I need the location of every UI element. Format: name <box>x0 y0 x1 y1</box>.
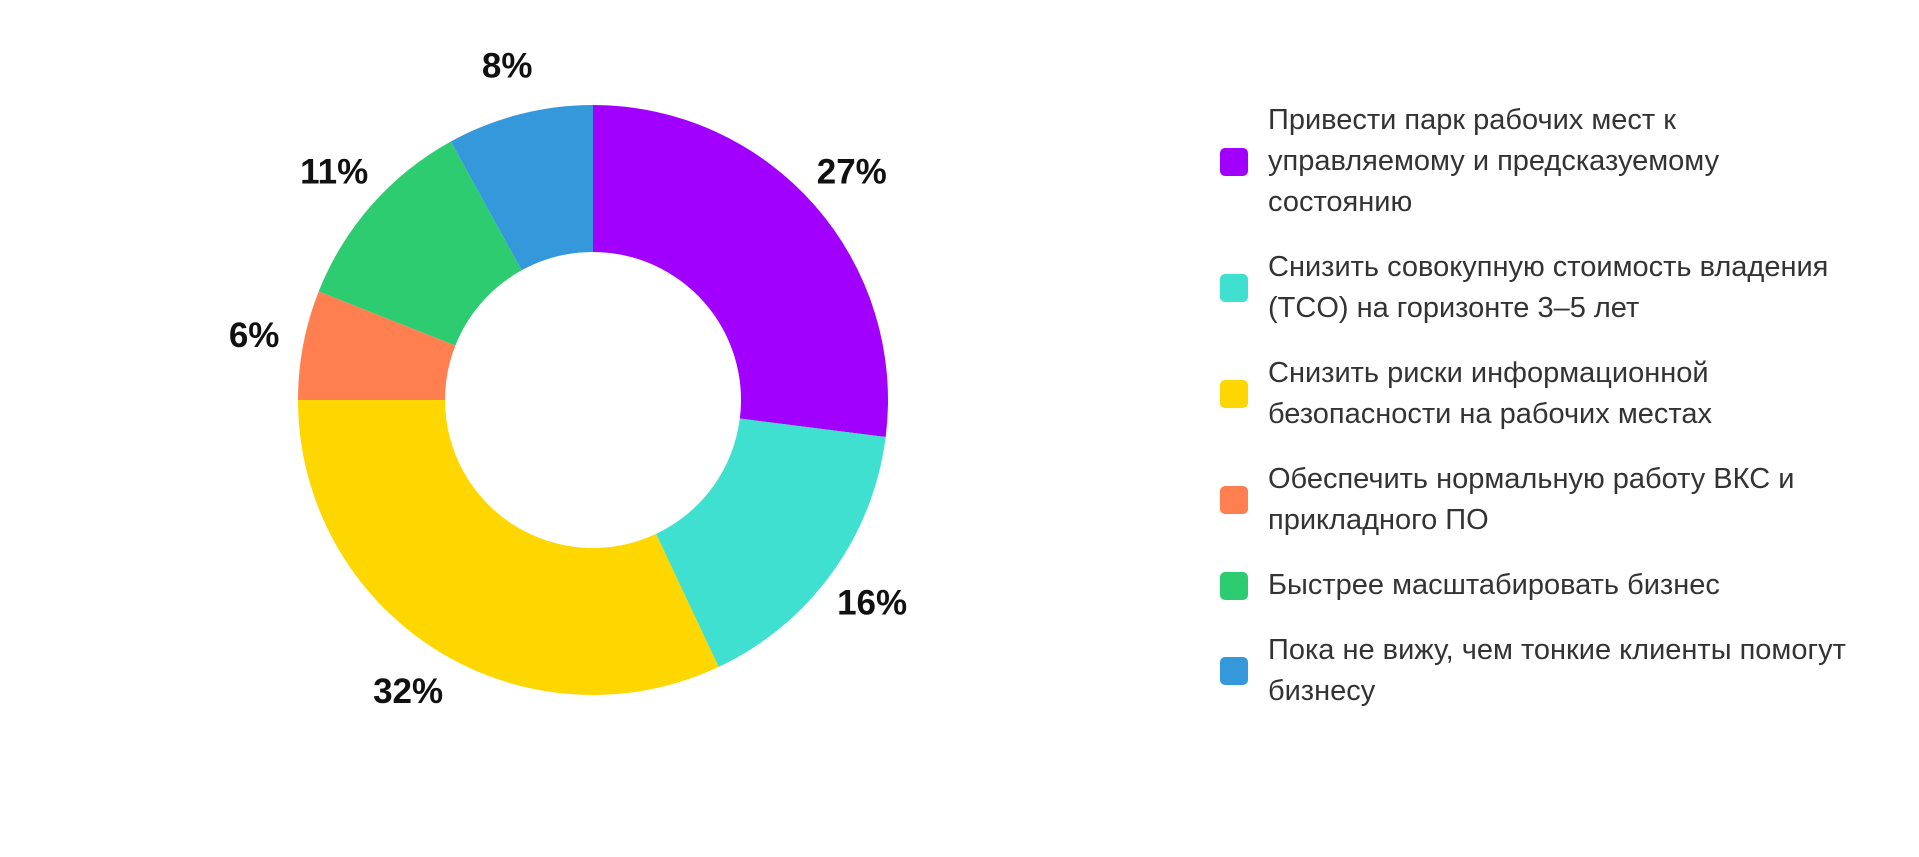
legend-label-4: Обеспечить нормальную работу ВКС и прикл… <box>1268 463 1795 536</box>
slice-value-label-2: 16% <box>837 583 907 622</box>
legend-label-1: Привести парк рабочих мест к управляемом… <box>1268 104 1720 218</box>
legend-swatch-2 <box>1220 274 1248 302</box>
legend-swatch-3 <box>1220 380 1248 408</box>
legend-label-6: Пока не вижу, чем тонкие клиенты помогут… <box>1268 634 1846 707</box>
legend-item-5: Быстрее масштабировать бизнес <box>1220 565 1860 606</box>
legend-label-2: Снизить совокупную стоимость владения (T… <box>1268 251 1829 324</box>
slice-value-label-5: 11% <box>300 152 368 191</box>
legend-item-4: Обеспечить нормальную работу ВКС и прикл… <box>1220 459 1860 541</box>
legend-swatch-5 <box>1220 571 1248 600</box>
donut-slice-5 <box>318 141 522 346</box>
legend-item-6: Пока не вижу, чем тонкие клиенты помогут… <box>1220 630 1860 712</box>
slice-value-label-3: 32% <box>373 672 443 711</box>
donut-slice-6 <box>450 105 593 271</box>
donut-slice-2 <box>656 418 886 667</box>
legend-swatch-6 <box>1220 657 1248 685</box>
legend-item-3: Снизить риски информационной безопасност… <box>1220 353 1860 435</box>
legend-swatch-4 <box>1220 486 1248 514</box>
chart-legend: Привести парк рабочих мест к управляемом… <box>1220 100 1860 736</box>
slice-value-labels: 27% 16% 32% 6% 11% 8% <box>229 46 907 710</box>
slice-value-label-4: 6% <box>229 316 280 355</box>
legend-label-3: Снизить риски информационной безопасност… <box>1268 357 1712 430</box>
legend-swatch-1 <box>1220 147 1248 176</box>
slice-value-label-1: 27% <box>817 152 887 191</box>
legend-item-2: Снизить совокупную стоимость владения (T… <box>1220 247 1860 329</box>
donut-slice-4 <box>298 291 456 400</box>
legend-item-1: Привести парк рабочих мест к управляемом… <box>1220 100 1860 223</box>
donut-slice-1 <box>593 105 888 437</box>
donut-slices <box>298 105 888 695</box>
slice-value-label-6: 8% <box>482 46 533 85</box>
legend-label-5: Быстрее масштабировать бизнес <box>1268 569 1720 601</box>
donut-slice-3 <box>298 400 719 695</box>
